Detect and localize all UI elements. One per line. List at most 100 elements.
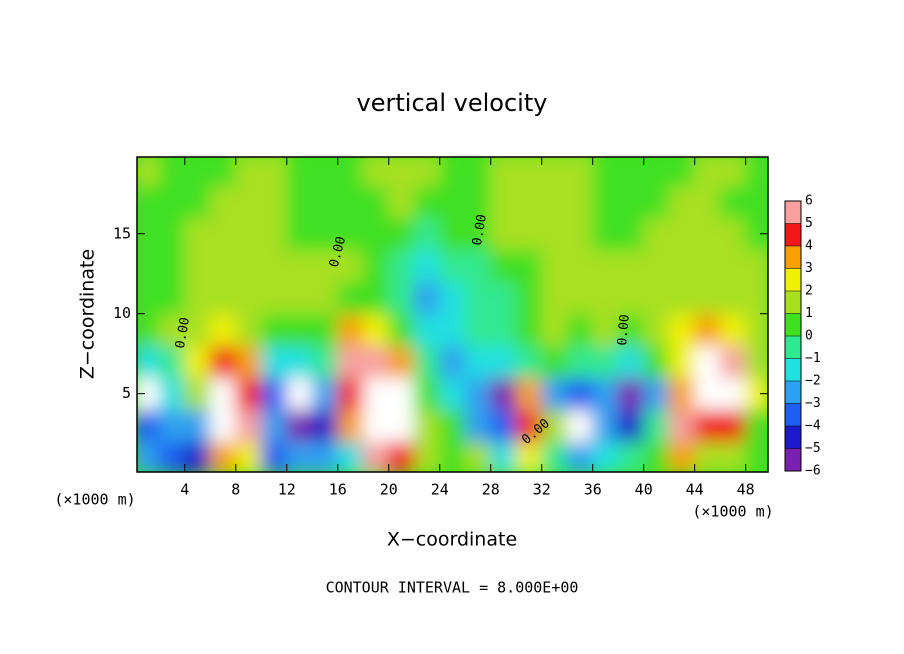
x-tick-label: 32: [533, 481, 551, 499]
cell: [745, 345, 768, 379]
cell: [490, 157, 517, 187]
cell: [745, 185, 768, 219]
cell: [286, 157, 313, 187]
cell: [362, 157, 390, 187]
cell: [617, 377, 645, 411]
cell: [362, 249, 390, 283]
cell: [413, 281, 441, 315]
x-tick-label: 16: [329, 481, 347, 499]
cell: [209, 441, 237, 472]
cell: [337, 249, 364, 283]
cell: [566, 409, 594, 443]
cell: [694, 409, 721, 443]
cell: [464, 345, 492, 379]
cell: [388, 441, 415, 472]
cell: [617, 281, 645, 315]
cell: [490, 217, 517, 251]
colorbar-swatch: [785, 336, 801, 359]
cell: [235, 281, 262, 315]
cell: [668, 157, 696, 187]
cell: [388, 281, 415, 315]
cell: [311, 409, 339, 443]
cell: [158, 345, 186, 379]
cell: [209, 345, 237, 379]
cell: [694, 377, 721, 411]
cell: [566, 185, 594, 219]
cell: [337, 217, 364, 251]
cell: [464, 249, 492, 283]
cell: [490, 441, 517, 472]
cell: [311, 185, 339, 219]
cell: [719, 409, 747, 443]
x-tick-label: 28: [482, 481, 500, 499]
cell: [235, 185, 262, 219]
cell: [541, 281, 568, 315]
cell: [209, 185, 237, 219]
cell: [260, 313, 288, 347]
cell: [286, 345, 313, 379]
cell: [137, 377, 160, 411]
colorbar-swatch: [785, 403, 801, 426]
cell: [260, 345, 288, 379]
cell: [413, 377, 441, 411]
cell: [490, 313, 517, 347]
colorbar-swatch: [785, 313, 801, 336]
colorbar-swatch: [785, 448, 801, 471]
cell: [745, 441, 768, 472]
colorbar-label: −1: [805, 351, 821, 366]
y-tick-label: 5: [122, 384, 131, 402]
cell: [337, 157, 364, 187]
cell: [286, 217, 313, 251]
cell: [464, 441, 492, 472]
cell: [643, 157, 670, 187]
cell: [490, 185, 517, 219]
cell: [439, 249, 466, 283]
cell: [464, 313, 492, 347]
cell: [464, 185, 492, 219]
cell: [592, 185, 619, 219]
cell: [388, 217, 415, 251]
cell: [617, 217, 645, 251]
colorbar-label: 0: [805, 329, 813, 344]
plot-area: [137, 157, 768, 472]
cell: [337, 345, 364, 379]
cell: [515, 281, 543, 315]
cell: [617, 185, 645, 219]
cell: [515, 441, 543, 472]
contour-label: 0.00: [470, 213, 490, 246]
cell: [184, 185, 211, 219]
cell: [209, 409, 237, 443]
cell: [184, 249, 211, 283]
cell: [311, 249, 339, 283]
cell: [209, 377, 237, 411]
cell: [158, 409, 186, 443]
cell: [745, 409, 768, 443]
x-tick-label: 48: [737, 481, 755, 499]
cell: [592, 409, 619, 443]
cell: [515, 345, 543, 379]
cell: [209, 157, 237, 187]
cell: [566, 345, 594, 379]
cell: [137, 157, 160, 187]
cell: [719, 345, 747, 379]
cell: [311, 441, 339, 472]
x-tick-label: 36: [584, 481, 602, 499]
cell: [566, 377, 594, 411]
cell: [668, 281, 696, 315]
cell: [235, 441, 262, 472]
cell: [388, 313, 415, 347]
colorbar-swatch: [785, 381, 801, 404]
cell: [413, 185, 441, 219]
cell: [235, 157, 262, 187]
cell: [515, 185, 543, 219]
cell: [184, 313, 211, 347]
cell: [745, 281, 768, 315]
cell: [617, 345, 645, 379]
cell: [413, 157, 441, 187]
cell: [158, 217, 186, 251]
colorbar-label: −4: [805, 419, 821, 434]
cell: [617, 409, 645, 443]
cell: [158, 441, 186, 472]
cell: [137, 441, 160, 472]
